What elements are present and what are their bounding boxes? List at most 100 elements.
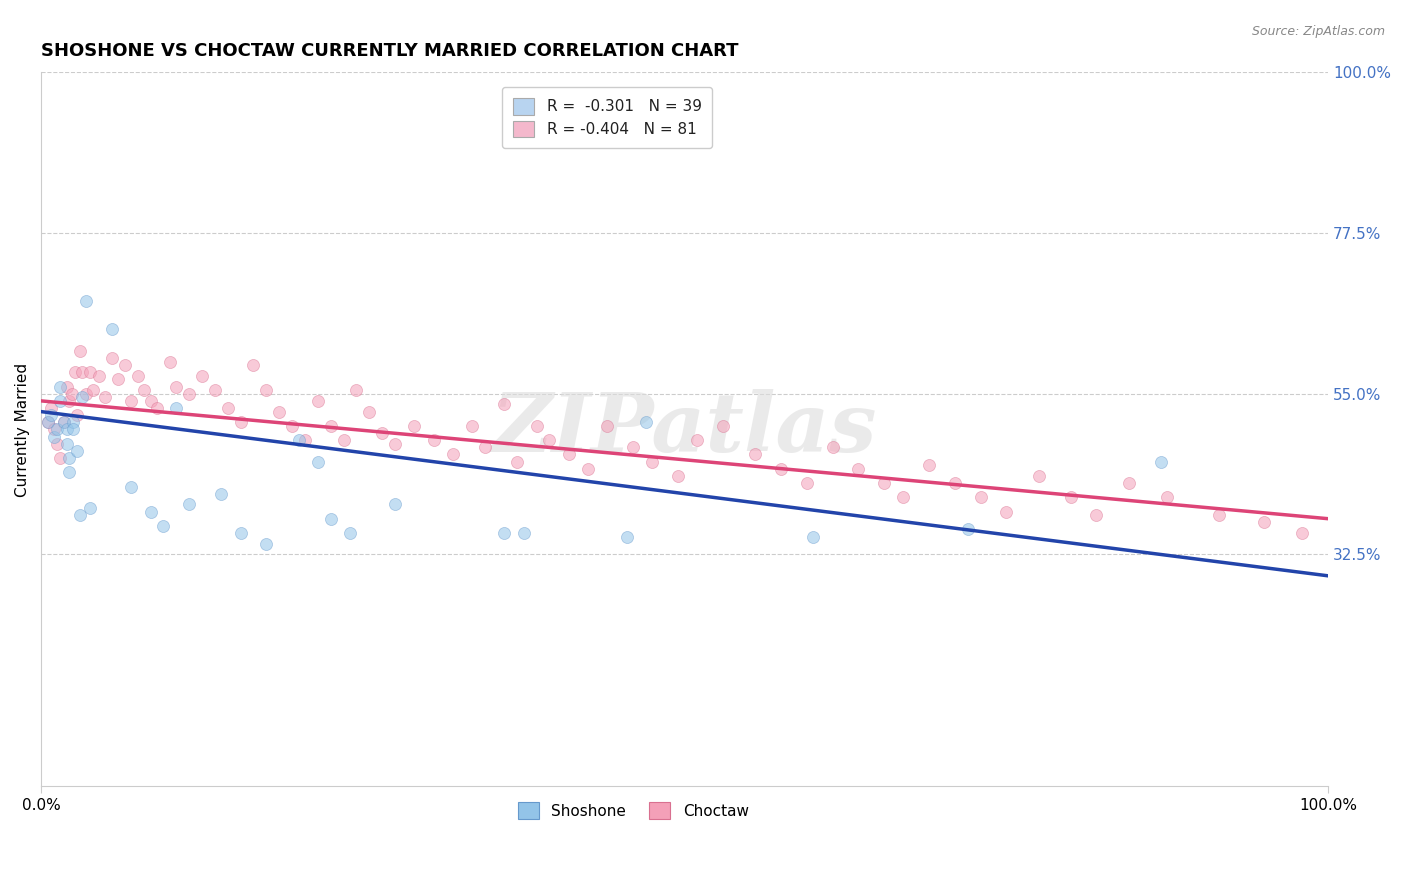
Point bbox=[918, 458, 941, 472]
Point bbox=[132, 383, 155, 397]
Point bbox=[152, 519, 174, 533]
Legend: Shoshone, Choctaw: Shoshone, Choctaw bbox=[512, 797, 755, 825]
Point bbox=[307, 393, 329, 408]
Point bbox=[371, 425, 394, 440]
Point bbox=[242, 358, 264, 372]
Point bbox=[229, 415, 252, 429]
Point bbox=[62, 422, 84, 436]
Point bbox=[1291, 526, 1313, 541]
Point bbox=[127, 368, 149, 383]
Point bbox=[943, 475, 966, 490]
Point bbox=[53, 415, 76, 429]
Point bbox=[359, 404, 381, 418]
Point bbox=[72, 390, 94, 404]
Point bbox=[307, 454, 329, 468]
Point bbox=[441, 447, 464, 461]
Point bbox=[56, 422, 79, 436]
Point bbox=[1085, 508, 1108, 523]
Point bbox=[666, 468, 689, 483]
Point bbox=[75, 293, 97, 308]
Y-axis label: Currently Married: Currently Married bbox=[15, 362, 30, 497]
Point bbox=[58, 393, 80, 408]
Point bbox=[41, 408, 63, 422]
Text: ZIPatlas: ZIPatlas bbox=[492, 390, 877, 469]
Point bbox=[404, 418, 426, 433]
Point bbox=[107, 372, 129, 386]
Point bbox=[461, 418, 484, 433]
Point bbox=[66, 443, 89, 458]
Point bbox=[72, 365, 94, 379]
Point bbox=[269, 404, 291, 418]
Point bbox=[641, 454, 664, 468]
Point bbox=[686, 433, 709, 447]
Point bbox=[254, 383, 277, 397]
Point bbox=[494, 526, 516, 541]
Point bbox=[384, 436, 406, 450]
Point bbox=[893, 490, 915, 504]
Point bbox=[58, 450, 80, 465]
Point bbox=[79, 365, 101, 379]
Point bbox=[63, 365, 86, 379]
Point bbox=[75, 386, 97, 401]
Point bbox=[621, 440, 644, 454]
Point bbox=[49, 450, 72, 465]
Point bbox=[319, 418, 342, 433]
Point bbox=[711, 418, 734, 433]
Point bbox=[770, 461, 793, 475]
Point bbox=[37, 415, 59, 429]
Point bbox=[66, 408, 89, 422]
Point bbox=[45, 422, 67, 436]
Point bbox=[332, 433, 354, 447]
Point bbox=[42, 422, 65, 436]
Point bbox=[384, 497, 406, 511]
Point bbox=[101, 351, 124, 365]
Point bbox=[801, 530, 824, 544]
Point bbox=[596, 418, 619, 433]
Point bbox=[49, 379, 72, 393]
Point bbox=[56, 436, 79, 450]
Point bbox=[319, 512, 342, 526]
Point bbox=[159, 354, 181, 368]
Point bbox=[506, 454, 529, 468]
Point bbox=[101, 322, 124, 336]
Text: Source: ZipAtlas.com: Source: ZipAtlas.com bbox=[1251, 25, 1385, 38]
Point bbox=[120, 479, 142, 493]
Point bbox=[45, 436, 67, 450]
Point bbox=[204, 383, 226, 397]
Point bbox=[576, 461, 599, 475]
Point bbox=[287, 433, 309, 447]
Point bbox=[165, 401, 187, 415]
Point bbox=[494, 397, 516, 411]
Point bbox=[37, 415, 59, 429]
Point bbox=[294, 433, 316, 447]
Point bbox=[821, 440, 844, 454]
Point bbox=[79, 501, 101, 516]
Point bbox=[796, 475, 818, 490]
Point bbox=[538, 433, 561, 447]
Point bbox=[42, 429, 65, 443]
Point bbox=[41, 401, 63, 415]
Point bbox=[339, 526, 361, 541]
Point bbox=[1156, 490, 1178, 504]
Point bbox=[422, 433, 444, 447]
Point bbox=[53, 415, 76, 429]
Point bbox=[120, 393, 142, 408]
Point bbox=[139, 393, 162, 408]
Point bbox=[139, 505, 162, 519]
Point bbox=[69, 343, 91, 358]
Point bbox=[1118, 475, 1140, 490]
Point bbox=[558, 447, 581, 461]
Point bbox=[94, 390, 117, 404]
Point bbox=[58, 465, 80, 479]
Point bbox=[474, 440, 496, 454]
Point bbox=[114, 358, 136, 372]
Point bbox=[281, 418, 304, 433]
Point bbox=[1028, 468, 1050, 483]
Point bbox=[254, 537, 277, 551]
Point bbox=[634, 415, 657, 429]
Point bbox=[616, 530, 638, 544]
Point bbox=[969, 490, 991, 504]
Point bbox=[217, 401, 239, 415]
Point bbox=[179, 386, 201, 401]
Point bbox=[995, 505, 1018, 519]
